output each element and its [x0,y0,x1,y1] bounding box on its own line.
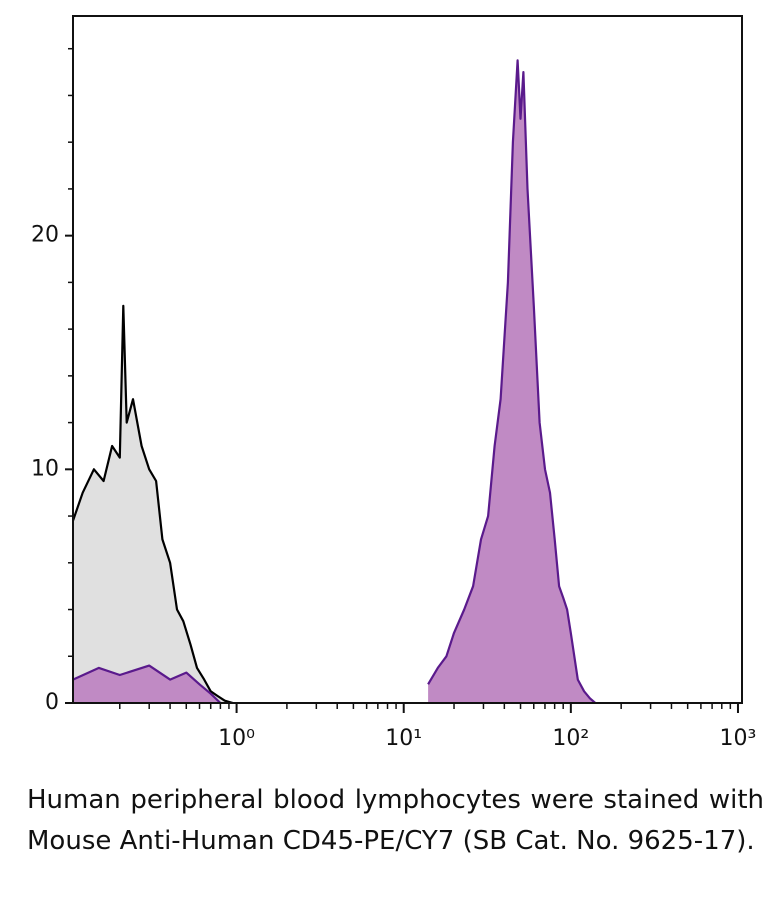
histogram-line [71,304,234,705]
y-tick-label: 0 [45,690,59,715]
caption: Human peripheral blood lymphocytes were … [27,785,764,856]
y-tick-label: 20 [31,223,59,248]
area-fill [73,305,233,703]
y-tick-label: 10 [31,456,59,481]
chart: 0 10 20 10⁰ 10¹ 10² 10³ [31,15,757,751]
histogram-line [72,664,222,704]
area-fill [428,60,596,703]
plot-frame [72,15,743,704]
x-tick-label: 10² [552,726,589,751]
histogram-line [427,59,597,704]
x-tick-label: 10³ [720,726,757,751]
x-tick-label: 10⁰ [218,726,255,751]
x-tick-label: 10¹ [385,726,422,751]
